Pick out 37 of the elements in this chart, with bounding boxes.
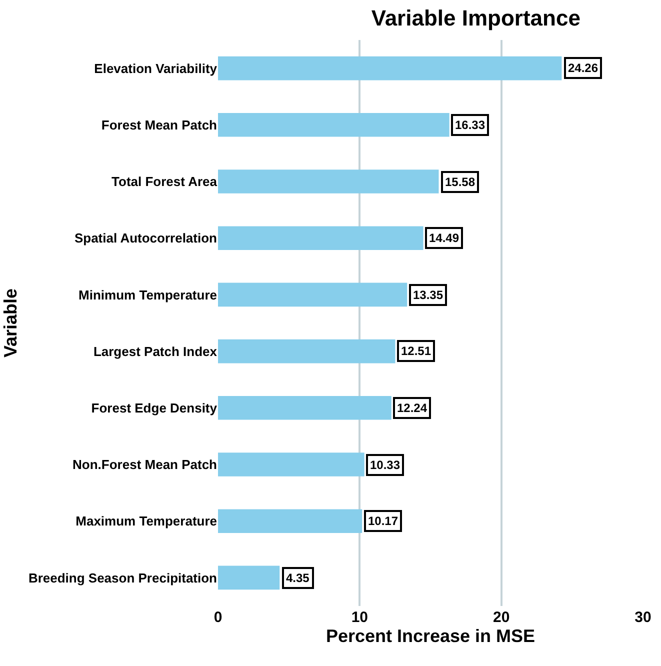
- data-label: 15.58: [445, 175, 476, 189]
- bar: [218, 56, 562, 80]
- x-tick-label: 10: [351, 609, 368, 626]
- data-label: 24.26: [568, 61, 598, 75]
- bar: [218, 226, 424, 250]
- y-tick-label: Spatial Autocorrelation: [74, 230, 218, 246]
- bar: [218, 509, 362, 533]
- y-tick-label: Minimum Temperature: [78, 287, 217, 302]
- y-tick-label: Total Forest Area: [112, 174, 218, 190]
- x-axis-title: Percent Increase in MSE: [326, 626, 536, 646]
- y-axis-title: Variable: [0, 288, 21, 358]
- bar: [218, 452, 364, 476]
- y-tick-label: Largest Patch Index: [93, 344, 218, 359]
- bar: [218, 339, 396, 364]
- bar: [218, 282, 408, 307]
- data-label: 10.33: [370, 458, 400, 472]
- data-label: 16.33: [455, 118, 486, 132]
- data-label: 10.17: [368, 514, 398, 528]
- data-label: 14.49: [429, 231, 460, 245]
- x-tick-label: 30: [634, 609, 652, 626]
- y-tick-label: Non.Forest Mean Patch: [72, 457, 218, 472]
- y-tick-label: Forest Edge Density: [91, 400, 218, 416]
- y-tick-label: Elevation Variability: [94, 60, 218, 76]
- data-label: 12.51: [401, 344, 432, 358]
- chart-title: Variable Importance: [371, 5, 580, 30]
- data-label: 12.24: [397, 401, 428, 415]
- bar: [218, 566, 280, 590]
- y-tick-label: Breeding Season Precipitation: [28, 570, 218, 586]
- data-label: 13.35: [413, 288, 444, 302]
- bar: [218, 113, 450, 137]
- x-tick-label: 0: [214, 609, 222, 626]
- data-label: 4.35: [286, 571, 310, 585]
- y-tick-label: Maximum Temperature: [76, 514, 217, 529]
- bar: [218, 396, 392, 420]
- x-tick-label: 20: [492, 609, 510, 626]
- bar: [218, 170, 439, 194]
- y-tick-label: Forest Mean Patch: [101, 117, 218, 132]
